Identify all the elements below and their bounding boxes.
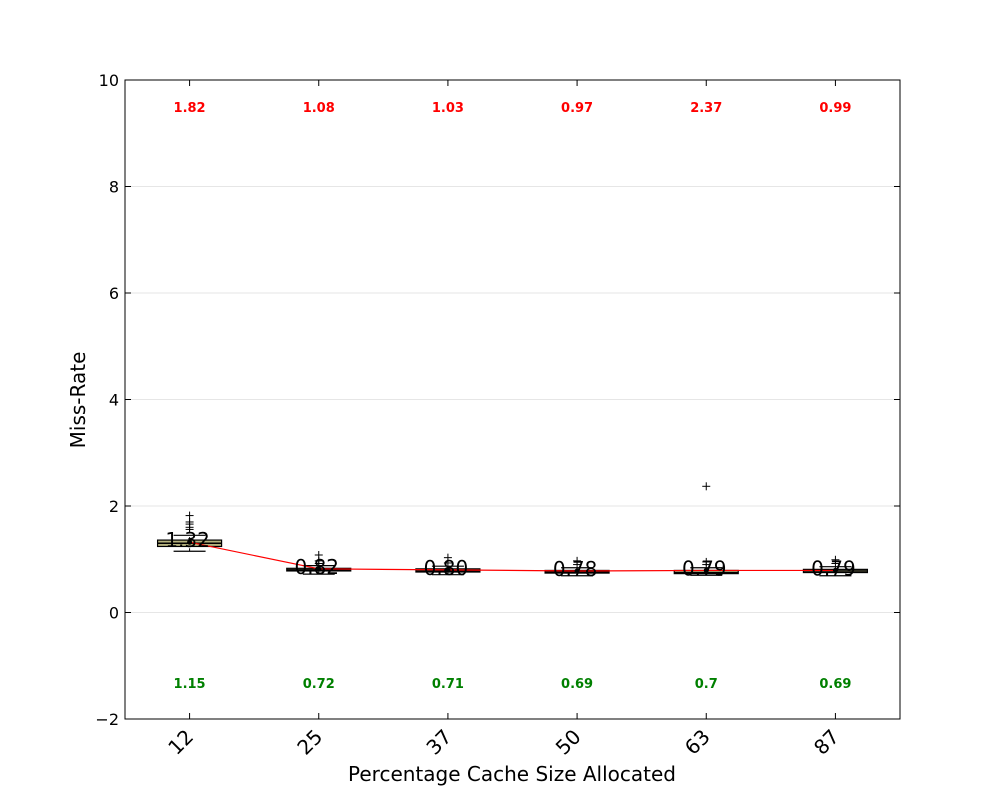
y-tick-label: 10 — [99, 71, 119, 90]
min-value-label: 1.15 — [174, 677, 206, 692]
max-value-label: 0.99 — [819, 101, 851, 116]
y-tick-label: 8 — [109, 178, 119, 197]
max-value-label: 1.08 — [303, 101, 335, 116]
mean-value-label: 0.82 — [294, 555, 339, 579]
outlier-marker — [702, 557, 711, 566]
x-axis-label: Percentage Cache Size Allocated — [348, 762, 676, 786]
box-series — [156, 482, 869, 577]
x-tick-label: 37 — [421, 725, 456, 760]
data-labels: 1.32 0.82 0.80 0.78 0.79 0.79 1.82 1.08 1.03 0.97… — [165, 101, 855, 692]
mean-value-label: 1.32 — [165, 528, 210, 552]
max-value-label: 2.37 — [690, 101, 722, 116]
mean-point — [187, 539, 193, 545]
x-tick-label: 63 — [680, 725, 715, 760]
mean-trend-line — [187, 539, 838, 574]
max-value-label: 1.03 — [432, 101, 464, 116]
mean-point — [445, 567, 451, 573]
outlier-marker — [573, 556, 582, 565]
max-value-label: 0.97 — [561, 101, 593, 116]
min-value-label: 0.72 — [303, 677, 335, 692]
max-value-label: 1.82 — [174, 101, 206, 116]
y-tick-label: 0 — [109, 604, 119, 623]
x-tick-label: 50 — [551, 725, 586, 760]
outlier-marker — [443, 553, 452, 562]
mean-point — [316, 566, 322, 572]
outlier-marker — [314, 550, 323, 559]
mean-value-label: 0.78 — [553, 557, 598, 581]
x-tick-label: 87 — [809, 725, 844, 760]
mean-value-label: 0.79 — [682, 556, 727, 580]
min-value-label: 0.69 — [819, 677, 851, 692]
mean-point — [703, 567, 709, 573]
grid-lines — [125, 186, 900, 613]
y-axis-label: Miss-Rate — [66, 352, 90, 449]
outlier-marker — [702, 482, 711, 491]
mean-value-label: 0.80 — [424, 556, 469, 580]
x-tick-label: 12 — [163, 725, 198, 760]
outlier-marker — [831, 555, 840, 564]
axes: −2 0 2 4 6 8 10 12 25 37 50 63 87 — [95, 71, 900, 760]
mean-point — [574, 568, 580, 574]
y-tick-label: 4 — [109, 391, 119, 410]
y-tick-label: 6 — [109, 284, 119, 303]
mean-value-label: 0.79 — [811, 556, 856, 580]
min-value-label: 0.7 — [695, 677, 718, 692]
mean-point — [832, 567, 838, 573]
mean-polyline — [189, 541, 836, 572]
min-value-label: 0.71 — [432, 677, 464, 692]
outlier-marker — [185, 511, 194, 520]
x-tick-label: 25 — [292, 725, 327, 760]
y-tick-label: 2 — [109, 497, 119, 516]
min-value-label: 0.69 — [561, 677, 593, 692]
y-tick-label: −2 — [95, 710, 119, 729]
